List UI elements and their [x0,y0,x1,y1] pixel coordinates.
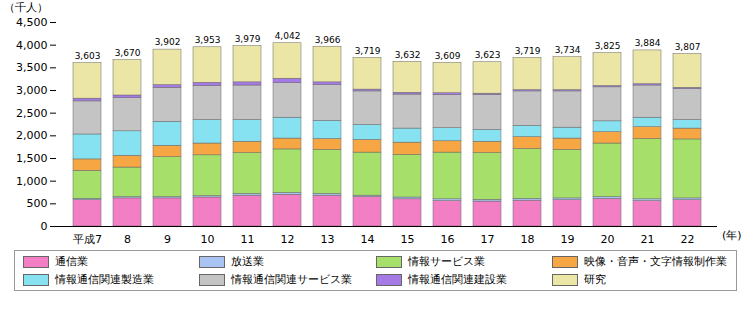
svg-text:10: 10 [201,233,215,246]
svg-text:3,884: 3,884 [635,38,661,48]
svg-text:15: 15 [401,233,415,246]
svg-text:12: 12 [281,233,295,246]
svg-text:1,000: 1,000 [16,175,48,188]
svg-text:3,807: 3,807 [675,42,701,52]
html-text:映像・音声・文字情報制作業: 映像・音声・文字情報制作業 [583,255,727,268]
html-text:研究: 研究 [583,273,606,286]
html-text:情報通信関連サービス業: 情報通信関連サービス業 [231,273,353,286]
svg-text:3,603: 3,603 [75,51,101,61]
html-text:情報通信関連製造業: 情報通信関連製造業 [55,273,154,286]
svg-text:3,500: 3,500 [16,61,48,74]
svg-text:0: 0 [41,220,48,233]
svg-text:（千人）: （千人） [4,1,48,14]
svg-text:3,719: 3,719 [515,46,541,56]
svg-text:1,500: 1,500 [16,152,48,165]
svg-text:4,042: 4,042 [275,31,301,41]
svg-text:3,623: 3,623 [475,50,501,60]
svg-text:13: 13 [321,233,335,246]
svg-text:16: 16 [441,233,455,246]
svg-text:500: 500 [27,197,48,210]
svg-text:8: 8 [124,233,131,246]
svg-text:2,500: 2,500 [16,107,48,120]
svg-text:4,000: 4,000 [16,39,48,52]
svg-text:平成7: 平成7 [73,233,102,246]
svg-text:(年): (年) [722,229,742,242]
svg-text:17: 17 [481,233,495,246]
svg-text:3,966: 3,966 [315,35,341,45]
svg-text:18: 18 [521,233,535,246]
svg-text:21: 21 [641,233,655,246]
svg-text:14: 14 [361,233,375,246]
svg-text:20: 20 [601,233,615,246]
html-text:情報サービス業: 情報サービス業 [407,255,485,268]
html-text:通信業: 通信業 [55,255,88,268]
svg-text:3,953: 3,953 [195,35,221,45]
svg-text:3,719: 3,719 [355,46,381,56]
svg-text:3,609: 3,609 [435,51,461,61]
svg-text:19: 19 [561,233,575,246]
svg-text:3,979: 3,979 [235,34,261,44]
svg-text:3,825: 3,825 [595,41,621,51]
html-text:放送業: 放送業 [231,255,265,268]
svg-text:2,000: 2,000 [16,129,48,142]
svg-text:3,902: 3,902 [155,37,181,47]
html-text:情報通信関連建設業: 情報通信関連建設業 [407,273,507,286]
svg-text:3,734: 3,734 [555,45,581,55]
svg-text:22: 22 [681,233,695,246]
svg-text:9: 9 [164,233,171,246]
svg-text:4,500: 4,500 [16,16,48,29]
svg-text:3,000: 3,000 [16,84,48,97]
svg-text:3,670: 3,670 [115,48,141,58]
svg-text:3,632: 3,632 [395,50,421,60]
svg-text:11: 11 [241,233,255,246]
